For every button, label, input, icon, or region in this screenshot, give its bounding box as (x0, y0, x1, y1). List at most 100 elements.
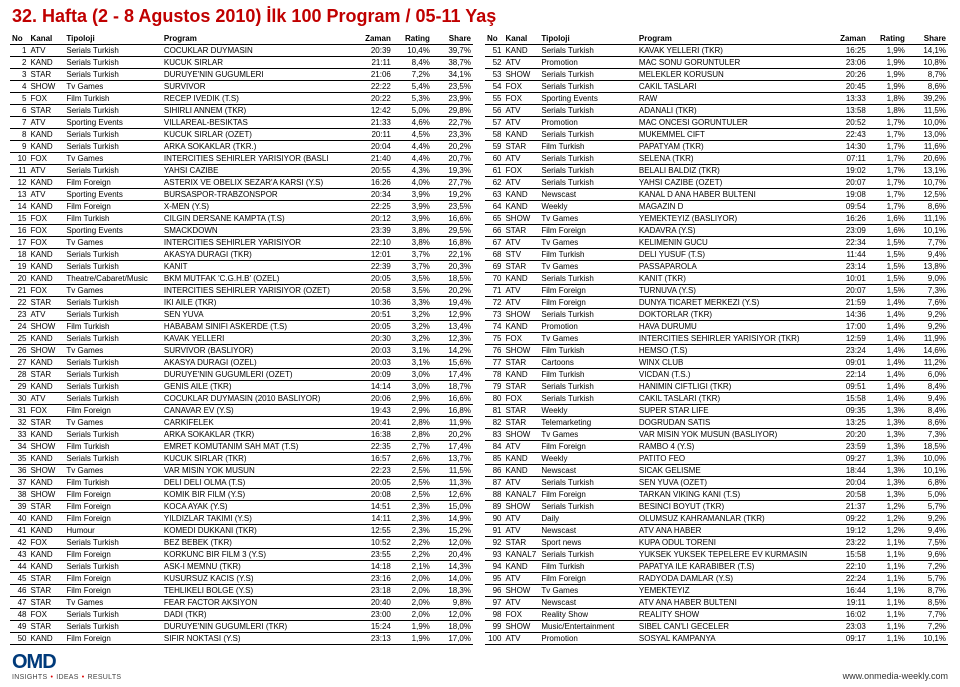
cell: 20:45 (832, 81, 868, 93)
cell: 20:51 (357, 309, 393, 321)
cell: SHOW (503, 69, 539, 81)
cell: SOSYAL KAMPANYA (637, 633, 832, 645)
cell: STAR (503, 141, 539, 153)
cell: 14:11 (357, 513, 393, 525)
footer: OMD INSIGHTS•IDEAS•RESULTS www.onmedia-w… (10, 651, 950, 681)
table-row: 85KANDWeeklyPATITO FEO09:271,3%10,0% (485, 453, 948, 465)
cell: CANAVAR EV (Y.S) (162, 405, 357, 417)
cell: 4,0% (393, 177, 432, 189)
cell: ATV ANA HABER (637, 525, 832, 537)
cell: 23:03 (832, 621, 868, 633)
cell: Tv Games (64, 81, 162, 93)
cell: 3,9% (393, 189, 432, 201)
cell: 18,3% (432, 585, 473, 597)
cell: STAR (28, 105, 64, 117)
tagline: INSIGHTS•IDEAS•RESULTS (12, 674, 121, 681)
cell: 8,4% (393, 57, 432, 69)
cell: 20:39 (357, 45, 393, 57)
cell: 23:06 (832, 57, 868, 69)
cell: 52 (485, 57, 503, 69)
table-row: 43KANDFilm ForeignKORKUNC BIR FILM 3 (Y.… (10, 549, 473, 561)
cell: 3,2% (393, 309, 432, 321)
cell: Serials Turkish (64, 105, 162, 117)
cell: EMRET KOMUTANIM SAH MAT (T.S) (162, 441, 357, 453)
col-zaman: Zaman (832, 33, 868, 45)
table-row: 63KANDNewscastKANAL D ANA HABER BULTENI1… (485, 189, 948, 201)
cell: 14,2% (432, 345, 473, 357)
cell: 69 (485, 261, 503, 273)
table-row: 62ATVSerials TurkishYAHSI CAZIBE (OZET)2… (485, 177, 948, 189)
cell: 21:11 (357, 57, 393, 69)
table-row: 9KANDSerials TurkishARKA SOKAKLAR (TKR.)… (10, 141, 473, 153)
cell: DADI (TKR) (162, 609, 357, 621)
cell: 14,0% (432, 573, 473, 585)
cell: 2,9% (393, 405, 432, 417)
cell: ATV (28, 45, 64, 57)
table-row: 23ATVSerials TurkishSEN YUVA20:513,2%12,… (10, 309, 473, 321)
cell: FOX (503, 609, 539, 621)
cell: 10,4% (393, 45, 432, 57)
cell: 20:05 (357, 477, 393, 489)
cell: Tv Games (539, 261, 637, 273)
cell: 7,2% (907, 561, 948, 573)
cell: KANIT (162, 261, 357, 273)
cell: SHOW (28, 321, 64, 333)
cell: DOKTORLAR (TKR) (637, 309, 832, 321)
cell: 09:51 (832, 381, 868, 393)
cell: 72 (485, 297, 503, 309)
cell: 15,0% (432, 501, 473, 513)
table-row: 27KANDSerials TurkishAKASYA DURAGI (OZEL… (10, 357, 473, 369)
cell: Promotion (539, 321, 637, 333)
cell: Serials Turkish (64, 297, 162, 309)
cell: KAND (28, 261, 64, 273)
cell: 13,0% (907, 129, 948, 141)
cell: 12:01 (357, 249, 393, 261)
cell: ATV (503, 57, 539, 69)
cell: 7,3% (907, 285, 948, 297)
cell: SICAK GELISME (637, 465, 832, 477)
cell: Sport news (539, 537, 637, 549)
table-row: 66STARFilm ForeignKADAVRA (Y.S)23:091,6%… (485, 225, 948, 237)
cell: DELI DELI OLMA (T.S) (162, 477, 357, 489)
cell: 22:34 (832, 237, 868, 249)
cell: YAHSI CAZIBE (OZET) (637, 177, 832, 189)
cell: 23:39 (357, 225, 393, 237)
cell: Serials Turkish (539, 81, 637, 93)
table-row: 57ATVPromotionMAC ONCESI GORUNTULER20:52… (485, 117, 948, 129)
cell: SHOW (28, 81, 64, 93)
cell: 7,7% (907, 609, 948, 621)
cell: STAR (28, 621, 64, 633)
cell: 1,1% (868, 537, 907, 549)
cell: 1,6% (868, 225, 907, 237)
cell: ATV (503, 285, 539, 297)
cell: Serials Turkish (539, 477, 637, 489)
cell: KANAL7 (503, 489, 539, 501)
cell: Serials Turkish (64, 453, 162, 465)
cell: 20:12 (357, 213, 393, 225)
cell: 2,3% (393, 525, 432, 537)
table-row: 26SHOWTv GamesSURVIVOR (BASLIYOR)20:033,… (10, 345, 473, 357)
cell: 11,3% (432, 477, 473, 489)
table-row: 90ATVDailyOLUMSUZ KAHRAMANLAR (TKR)09:22… (485, 513, 948, 525)
cell: 1,3% (868, 405, 907, 417)
cell: KAND (503, 465, 539, 477)
cell: 13,4% (432, 321, 473, 333)
cell: KAND (28, 513, 64, 525)
cell: FOX (28, 213, 64, 225)
cell: Film Foreign (64, 501, 162, 513)
cell: 21:59 (832, 297, 868, 309)
cell: Serials Turkish (539, 129, 637, 141)
cell: 1,7% (868, 141, 907, 153)
table-row: 31FOXFilm ForeignCANAVAR EV (Y.S)19:432,… (10, 405, 473, 417)
cell: KAND (503, 321, 539, 333)
table-row: 55FOXSporting EventsRAW13:331,8%39,2% (485, 93, 948, 105)
table-row: 36SHOWTv GamesVAR MISIN YOK MUSUN22:232,… (10, 465, 473, 477)
cell: OLUMSUZ KAHRAMANLAR (TKR) (637, 513, 832, 525)
cell: Film Foreign (64, 201, 162, 213)
cell: 19,4% (432, 297, 473, 309)
cell: Tv Games (64, 417, 162, 429)
cell: KANAL7 (503, 549, 539, 561)
cell: Reality Show (539, 609, 637, 621)
cell: ATV (503, 105, 539, 117)
cell: 100 (485, 633, 503, 645)
